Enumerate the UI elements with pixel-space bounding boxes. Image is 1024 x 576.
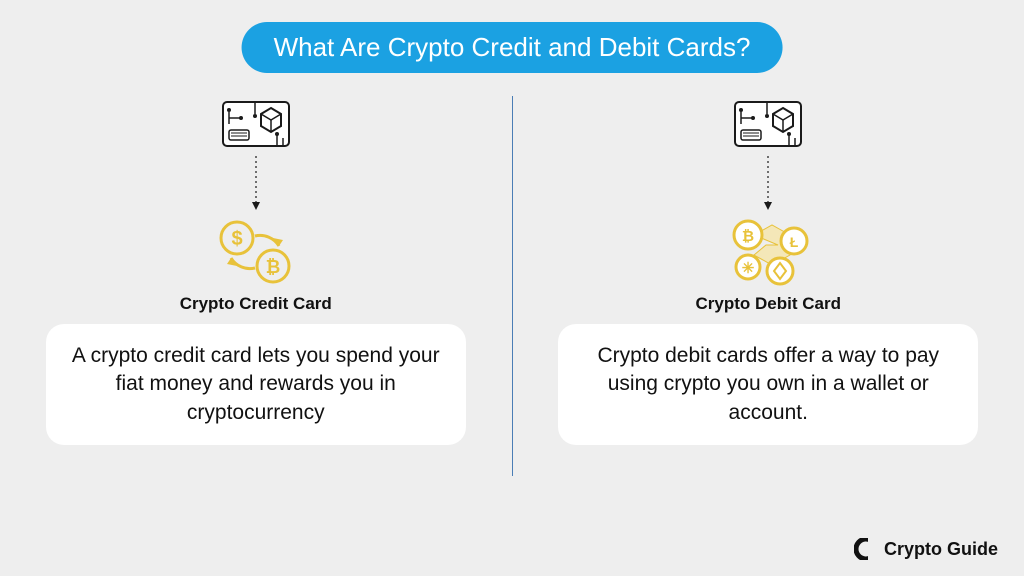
credit-card-icon bbox=[221, 96, 291, 152]
brand-name: Crypto Guide bbox=[884, 539, 998, 560]
credit-card-label: Crypto Credit Card bbox=[180, 294, 332, 314]
dollar-bitcoin-swap-icon: $ ₿ bbox=[211, 214, 301, 290]
svg-text:✳: ✳ bbox=[742, 260, 755, 277]
svg-text:₿: ₿ bbox=[742, 228, 754, 245]
debit-card-description: Crypto debit cards offer a way to pay us… bbox=[558, 324, 978, 445]
svg-text:$: $ bbox=[231, 228, 242, 250]
debit-card-column: ₿ Ł ✳ Crypto Debit Card Crypto debit car… bbox=[513, 96, 1024, 512]
debit-arrow-icon bbox=[764, 152, 772, 214]
comparison-columns: $ ₿ Crypto Credit Card A crypto credit c… bbox=[0, 96, 1024, 512]
credit-arrow-icon bbox=[252, 152, 260, 214]
debit-card-icon bbox=[733, 96, 803, 152]
crypto-coins-cluster-icon: ₿ Ł ✳ bbox=[718, 214, 818, 290]
brand-footer: Crypto Guide bbox=[854, 538, 998, 560]
brand-logo-icon bbox=[854, 538, 876, 560]
svg-text:₿: ₿ bbox=[265, 257, 280, 277]
debit-card-label: Crypto Debit Card bbox=[696, 294, 841, 314]
page-title: What Are Crypto Credit and Debit Cards? bbox=[242, 22, 783, 73]
svg-text:Ł: Ł bbox=[790, 234, 799, 250]
credit-card-description: A crypto credit card lets you spend your… bbox=[46, 324, 466, 445]
credit-card-column: $ ₿ Crypto Credit Card A crypto credit c… bbox=[0, 96, 512, 512]
